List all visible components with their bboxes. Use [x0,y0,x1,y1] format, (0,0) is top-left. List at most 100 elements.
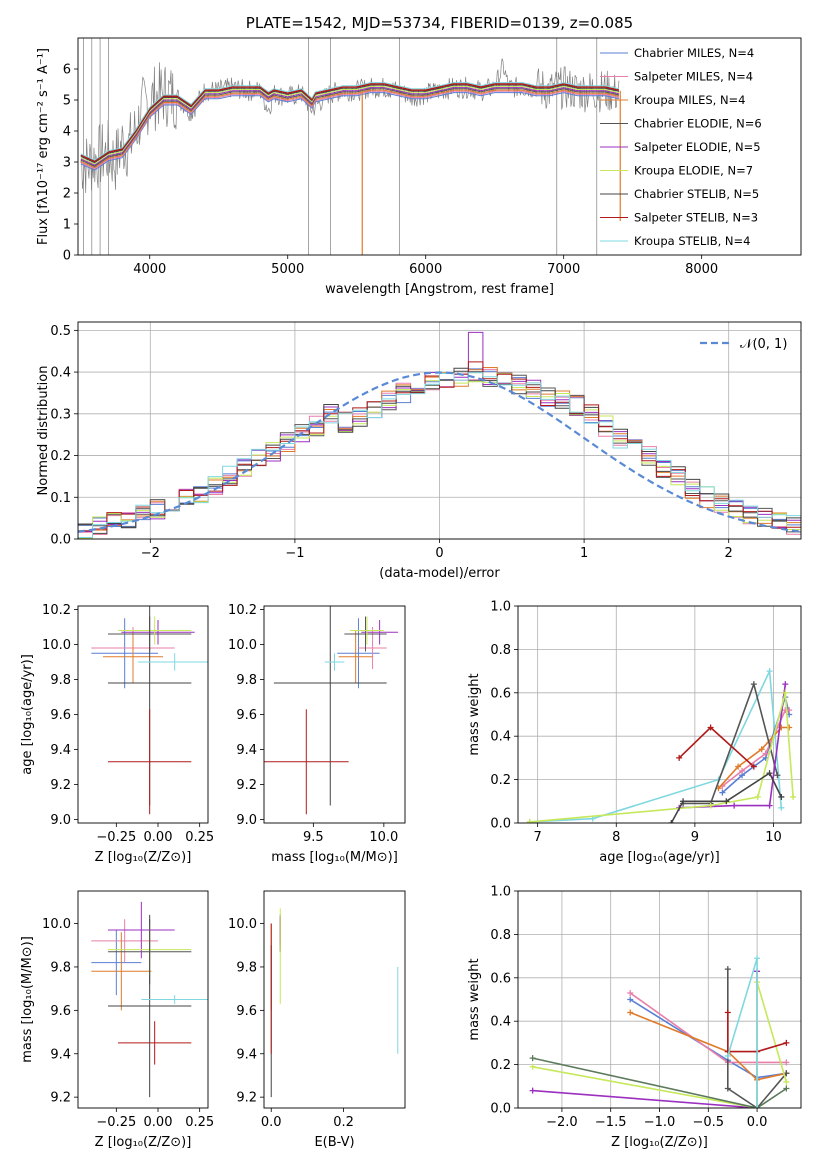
y-tick-label: 1.0 [490,885,511,900]
model-spectrum-line [80,89,620,169]
weight-marker [627,996,634,1003]
model-spectrum-line [80,85,620,165]
x-tick-label: −1.5 [595,1115,627,1130]
axes-frame [77,37,802,256]
weight-marker [735,763,742,770]
error-bar-point [138,653,208,671]
x-tick-label: 2 [725,546,733,561]
weight-marker [627,989,634,996]
y-tick-label: 9.8 [50,960,71,975]
y-axis-label: mass weight [467,958,482,1040]
y-axis-label: mass weight [467,673,482,755]
y-tick-label: 0.6 [490,686,511,701]
weight-line [629,992,787,1064]
weight-marker [724,1052,731,1059]
weight-line [629,1011,787,1081]
weight-line [629,998,787,1079]
legend-entry: 𝒩(0, 1) [740,337,787,352]
error-bar-point [264,709,349,815]
weight-marker [778,804,785,811]
axes-frame [517,890,802,1109]
observed-spectrum-line [80,58,620,194]
weight-marker [766,770,773,777]
y-axis-label: mass [log₁₀(M/M⊙)] [20,936,35,1063]
weight-marker [680,798,687,805]
error-bar-point [91,919,158,963]
y-tick-label: 0.0 [490,817,511,832]
x-tick-label: 9 [691,830,699,845]
y-tick-label: 10.2 [228,603,257,618]
y-tick-label: 9.6 [50,1004,71,1019]
gaussian-reference-line [78,371,801,533]
x-axis-label: (data-model)/error [379,566,500,581]
chart-title: PLATE=1542, MJD=53734, FIBERID=0139, z=0… [246,14,633,32]
weight-marker [783,1059,790,1066]
x-tick-label: 0 [435,546,443,561]
weight-marker [783,1039,790,1046]
legend: Chabrier MILES, N=4 Salpeter MILES, N=4 Kr… [600,46,762,248]
weight-marker [790,793,797,800]
y-tick-label: 0 [63,249,71,264]
weight-marker [529,1087,536,1094]
y-tick-label: 5 [63,94,71,109]
weight-marker [707,724,714,731]
y-tick-label: 9.0 [236,813,257,828]
weight-marker [724,1009,731,1016]
error-bar-point [91,930,142,996]
y-tick-label: 2 [63,187,71,202]
y-tick-label: 0.5 [50,324,71,339]
x-tick-label: 0.25 [185,1115,214,1130]
error-bar-point [91,932,152,1011]
panel-1: 4000 5000 6000 7000 8000 0 1 2 3 4 5 6 wavelength [A… [36,14,802,297]
y-tick-label: 0.2 [50,449,71,464]
y-tick-label: 9.2 [50,1091,71,1106]
y-tick-label: 0.2 [490,773,511,788]
weight-marker [750,763,757,770]
x-tick-label: 5000 [271,262,304,277]
x-tick-label: −2 [141,546,160,561]
x-axis-label: E(B-V) [314,1135,354,1150]
model-spectrum-line [80,88,620,167]
model-spectrum-line [80,82,620,161]
weight-marker [774,772,781,779]
y-tick-label: 9.8 [50,673,71,688]
plot-area-6 [91,901,208,1098]
weight-marker [778,793,785,800]
x-tick-label: 9.5 [303,830,324,845]
plot-area-8 [529,955,790,1108]
error-bar-point [91,618,158,689]
y-tick-label: 0.2 [490,1058,511,1073]
y-tick-label: 6 [63,63,71,78]
plot-area-5 [526,668,797,823]
y-tick-label: 9.0 [50,813,71,828]
y-tick-label: 10.0 [228,917,257,932]
weight-marker [766,668,773,675]
legend-entry: Kroupa MILES, N=4 [634,93,746,107]
weight-line [532,1057,787,1108]
y-tick-label: 0.6 [490,971,511,986]
panel-7: 0.0 0.2 9.2 9.4 9.6 9.8 10.0 E(B-V) [228,890,406,1150]
x-tick-label: 7 [534,830,542,845]
weight-marker [529,1063,536,1070]
weight-line [529,692,794,823]
weight-marker [754,1105,761,1108]
weight-marker [724,966,731,973]
weight-marker [783,1085,790,1092]
model-spectrum-line [80,92,620,171]
legend-entry: Salpeter ELODIE, N=5 [634,140,761,154]
weight-marker [723,798,730,805]
y-tick-label: 9.4 [236,743,257,758]
weight-marker [668,820,675,823]
x-tick-label: 4000 [133,262,166,277]
x-axis-label: Z [log₁₀(Z/Z⊙)] [611,1135,708,1150]
y-axis-label: age [log₁₀(age/yr)] [20,654,35,775]
axes-frame [263,605,406,824]
axes-frame [77,890,209,1109]
x-axis-label: wavelength [Angstrom, rest frame] [325,282,554,297]
weight-marker [707,802,714,809]
error-bar-point [344,616,387,652]
y-tick-label: 9.2 [50,778,71,793]
x-axis-label: mass [log₁₀(M/M⊙)] [271,850,398,865]
x-tick-label: −2.0 [546,1115,578,1130]
